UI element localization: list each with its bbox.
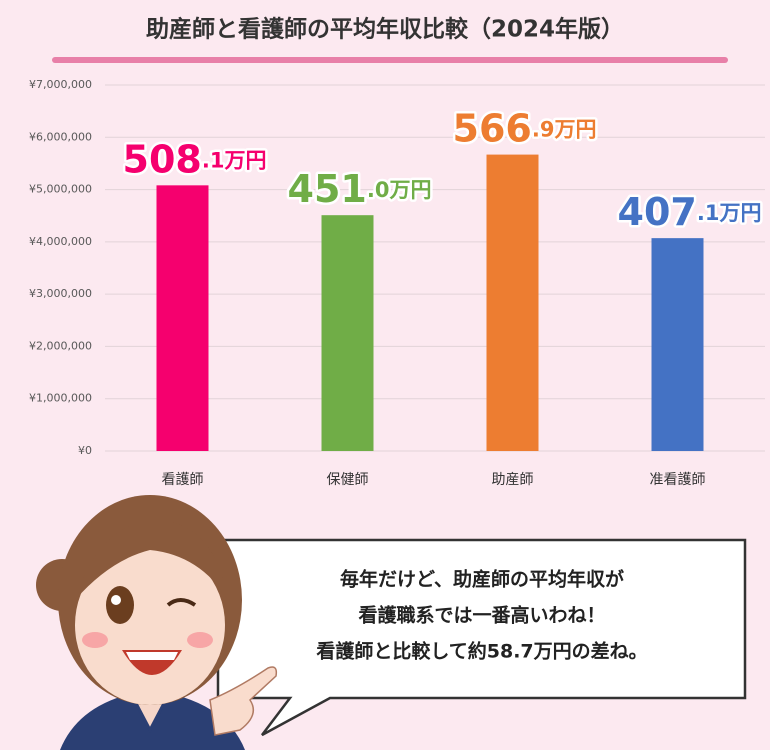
y-tick-label: ¥4,000,000 — [29, 235, 92, 248]
bar — [486, 154, 539, 451]
x-tick-label: 助産師 — [492, 472, 534, 488]
speech-line: 看護職系では一番高いわね！ — [357, 604, 605, 627]
y-tick-label: ¥5,000,000 — [29, 183, 92, 196]
speech-line: 毎年だけど、助産師の平均年収が — [340, 568, 624, 591]
x-tick-label: 准看護師 — [650, 472, 706, 488]
y-tick-label: ¥2,000,000 — [29, 339, 92, 352]
chart: ¥0 ¥1,000,000 ¥2,000,000 ¥3,000,000 ¥4,000,0… — [29, 78, 765, 488]
value-label: 451.0万円 — [288, 167, 432, 211]
x-tick-label: 看護師 — [162, 472, 204, 488]
value-label: 407.1万円 — [618, 190, 762, 234]
x-tick-label: 保健師 — [327, 472, 369, 488]
bar — [156, 185, 209, 451]
y-tick-label: ¥0 — [78, 444, 92, 457]
y-tick-label: ¥3,000,000 — [29, 287, 92, 300]
value-label: 566.9万円 — [453, 106, 597, 150]
y-tick-label: ¥6,000,000 — [29, 130, 92, 143]
bar — [321, 215, 374, 451]
y-tick-label: ¥7,000,000 — [29, 78, 92, 91]
chart-title: 助産師と看護師の平均年収比較（2024年版） — [146, 16, 624, 43]
speech-line: 看護師と比較して約58.7万円の差ね。 — [315, 640, 647, 663]
character — [36, 495, 278, 750]
y-tick-label: ¥1,000,000 — [29, 392, 92, 405]
value-label: 508.1万円 — [123, 137, 267, 181]
bar — [651, 238, 704, 451]
